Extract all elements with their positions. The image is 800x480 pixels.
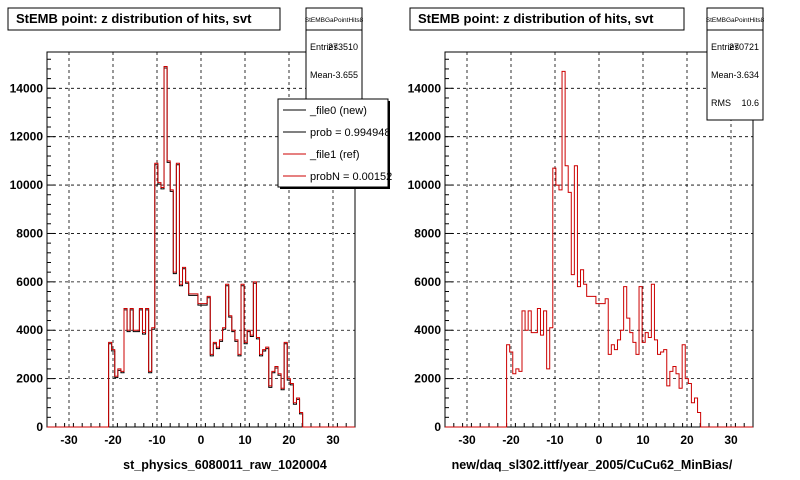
x-tick-label: 20: [282, 433, 296, 447]
y-tick-label: 14000: [408, 81, 442, 95]
stats-box: [706, 7, 764, 121]
chart-title: StEMB point: z distribution of hits, svt: [16, 11, 252, 26]
y-tick-label: 12000: [408, 130, 442, 144]
x-tick-label: 30: [326, 433, 340, 447]
stats-value: 273510: [328, 42, 358, 52]
chart-title-box: [7, 7, 281, 31]
y-tick-label: 8000: [414, 226, 441, 240]
stats-label: Entries: [310, 42, 339, 52]
y-tick-label: 2000: [414, 372, 441, 386]
legend-entry: _file0 (new): [309, 105, 367, 117]
histogram-panel-left: -30 -20 -10 0 10 20 30 0 2000 4000 6000 8000 10000 12…: [7, 7, 392, 472]
x-tick-label: 20: [680, 433, 694, 447]
y-tick-label: 10000: [408, 178, 442, 192]
stats-value: -3.634: [733, 70, 759, 80]
stats-box-name: StEMBGaPointHits8: [305, 17, 364, 24]
legend-entry: _file1 (ref): [309, 149, 360, 161]
stats-box-name: StEMBGaPointHits8: [706, 17, 765, 24]
stats-label: Mean: [310, 70, 333, 80]
y-tick-label: 2000: [16, 372, 43, 386]
x-tick-label: -20: [104, 433, 122, 447]
x-tick-label: -10: [546, 433, 564, 447]
y-tick-label: 6000: [414, 275, 441, 289]
x-axis-label: new/daq_sl302.ittf/year_2005/CuCu62_MinB…: [452, 458, 733, 472]
x-tick-label: -20: [502, 433, 520, 447]
y-tick-label: 6000: [16, 275, 43, 289]
x-tick-label: 30: [724, 433, 738, 447]
legend-entry: prob = 0.994948: [310, 127, 390, 139]
x-tick-label: 0: [198, 433, 205, 447]
stats-label: RMS: [711, 98, 731, 108]
y-tick-label: 8000: [16, 226, 43, 240]
y-tick-label: 0: [36, 420, 43, 434]
legend-entry: probN = 0.00152: [310, 171, 392, 183]
x-tick-label: 10: [636, 433, 650, 447]
x-tick-label: -30: [60, 433, 78, 447]
legend-box: [277, 98, 389, 188]
stats-value: 270721: [729, 42, 759, 52]
histogram-panel-right: -30 -20 -10 0 10 20 30 0 2000 4000 6000 8000 10000 12…: [408, 7, 765, 472]
chart-title: StEMB point: z distribution of hits, svt: [418, 11, 654, 26]
histogram-series-ref: [445, 70, 753, 428]
x-tick-label: 0: [596, 433, 603, 447]
chart-title-box: [409, 7, 685, 31]
stats-label: Mean: [711, 70, 734, 80]
y-tick-label: 10000: [10, 178, 44, 192]
y-tick-label: 4000: [414, 323, 441, 337]
y-tick-label: 12000: [10, 130, 44, 144]
y-tick-label: 4000: [16, 323, 43, 337]
x-tick-label: 10: [238, 433, 252, 447]
histogram-series-ref: [47, 66, 355, 428]
x-tick-label: -30: [458, 433, 476, 447]
stats-label: Entries: [711, 42, 740, 52]
y-tick-label: 0: [434, 420, 441, 434]
stats-value: -3.655: [332, 70, 358, 80]
y-tick-label: 14000: [10, 81, 44, 95]
x-tick-label: -10: [148, 433, 166, 447]
stats-value: 10.6: [741, 98, 759, 108]
x-axis-label: st_physics_6080011_raw_1020004: [123, 458, 327, 472]
